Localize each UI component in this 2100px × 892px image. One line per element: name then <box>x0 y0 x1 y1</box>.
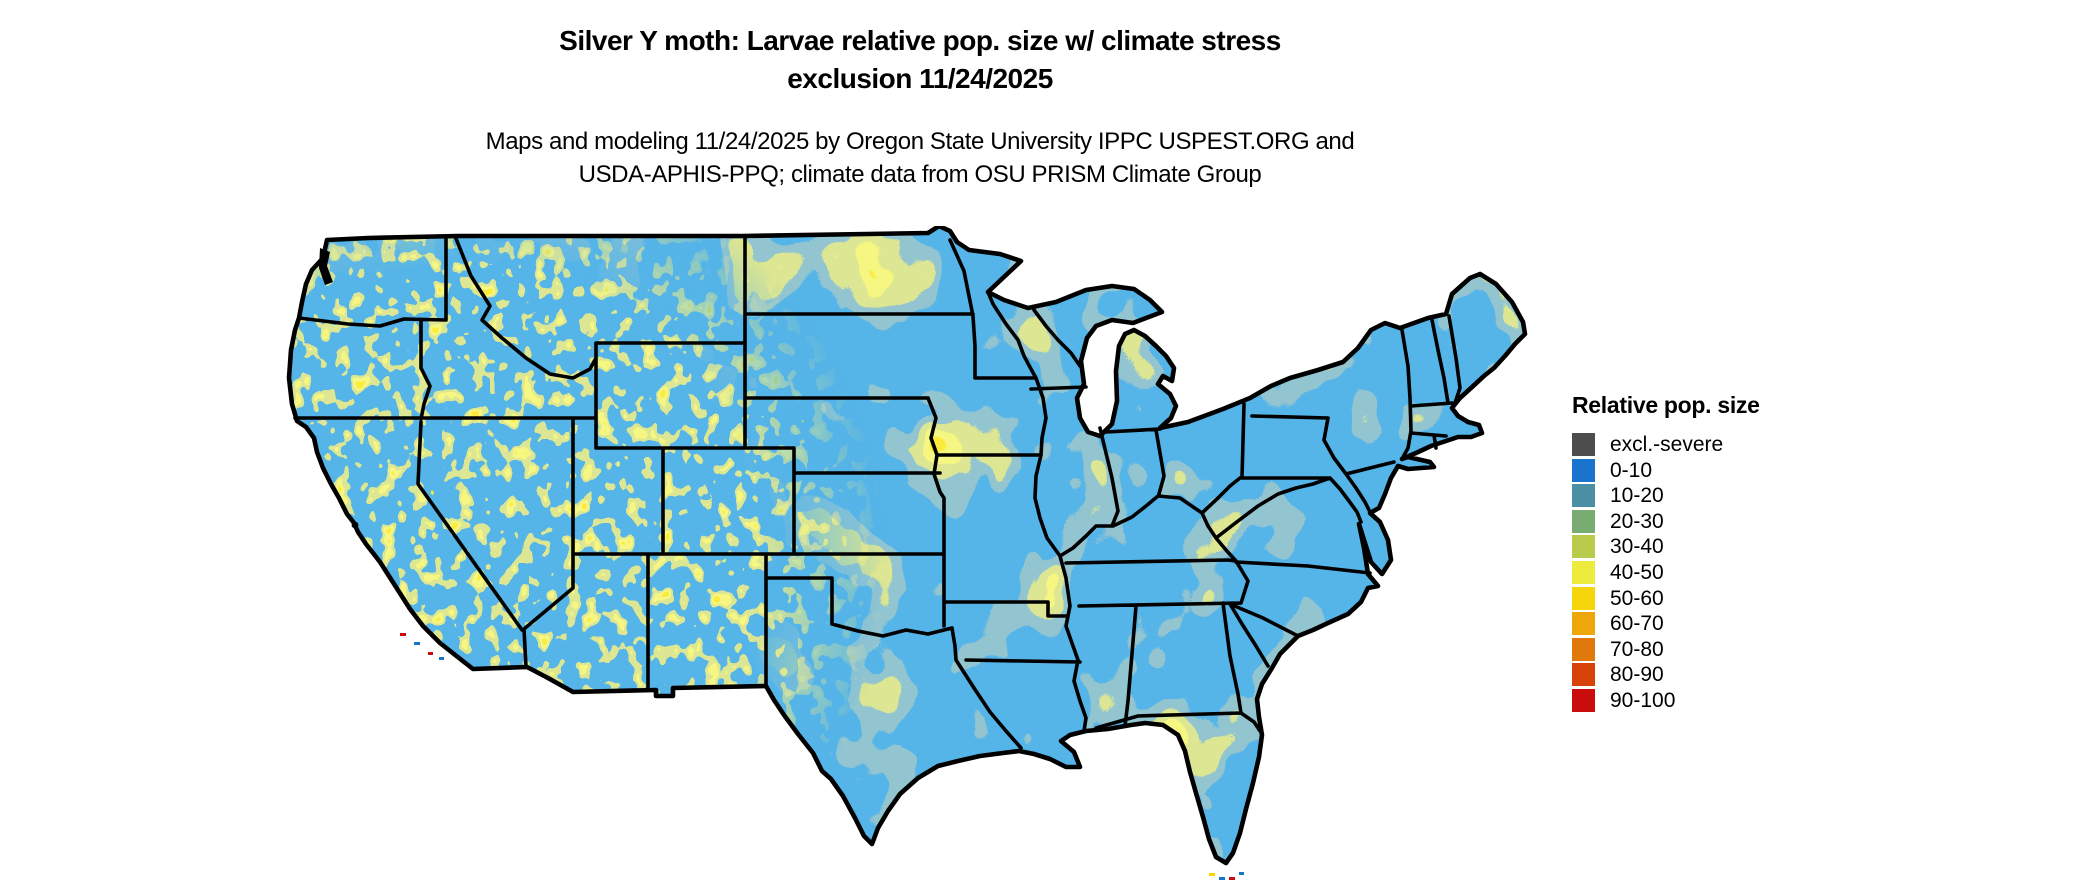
subtitle: Maps and modeling 11/24/2025 by Oregon S… <box>230 125 1610 191</box>
legend-item-label: 90-100 <box>1610 688 1676 712</box>
legend-swatch-40-50 <box>1572 560 1595 584</box>
legend-item: excl.-severe <box>1572 433 1832 456</box>
legend-item: 90-100 <box>1572 688 1832 712</box>
legend-item-label: 10-20 <box>1610 484 1664 508</box>
channel-islands <box>400 633 444 660</box>
legend-item-label: 30-40 <box>1610 535 1664 559</box>
state-borders <box>293 234 1462 750</box>
page-title-line2: exclusion 11/24/2025 <box>787 63 1053 94</box>
us-map <box>228 226 1538 884</box>
legend-swatch-70-80 <box>1572 637 1595 661</box>
legend-swatch-30-40 <box>1572 535 1595 559</box>
legend-item: 0-10 <box>1572 458 1832 482</box>
legend-item-label: 20-30 <box>1610 509 1664 533</box>
legend-item-label: excl.-severe <box>1610 433 1724 456</box>
legend-swatch-0-10 <box>1572 458 1595 482</box>
legend-item-label: 50-60 <box>1610 586 1664 610</box>
subtitle-line1: Maps and modeling 11/24/2025 by Oregon S… <box>485 128 1355 155</box>
legend: Relative pop. size excl.-severe 0-10 10-… <box>1572 392 1832 712</box>
page-title-line1: Silver Y moth: Larvae relative pop. size… <box>559 25 1281 56</box>
sf-bay <box>351 521 359 529</box>
subtitle-line2: USDA-APHIS-PPQ; climate data from OSU PR… <box>578 161 1262 188</box>
legend-item: 80-90 <box>1572 663 1832 687</box>
legend-item-label: 80-90 <box>1610 663 1664 687</box>
legend-swatch-60-70 <box>1572 612 1595 636</box>
legend-item-label: 0-10 <box>1610 458 1653 482</box>
header: Silver Y moth: Larvae relative pop. size… <box>230 22 1610 191</box>
legend-swatch-80-90 <box>1572 663 1595 687</box>
legend-item: 10-20 <box>1572 484 1832 508</box>
legend-items: excl.-severe 0-10 10-20 20-30 30-40 40-5… <box>1572 433 1832 712</box>
legend-item-label: 40-50 <box>1610 560 1664 584</box>
legend-item: 30-40 <box>1572 535 1832 559</box>
legend-item: 40-50 <box>1572 560 1832 584</box>
legend-item: 60-70 <box>1572 612 1832 636</box>
legend-item: 20-30 <box>1572 509 1832 533</box>
us-map-svg <box>228 226 1538 880</box>
legend-item-label: 60-70 <box>1610 612 1664 636</box>
legend-swatch-10-20 <box>1572 484 1595 508</box>
legend-title: Relative pop. size <box>1572 392 1760 418</box>
legend-item: 70-80 <box>1572 637 1832 661</box>
legend-item: 50-60 <box>1572 586 1832 610</box>
legend-item-label: 70-80 <box>1610 637 1664 661</box>
legend-swatch-20-30 <box>1572 509 1595 533</box>
legend-swatch-90-100 <box>1572 688 1595 712</box>
legend-swatch-50-60 <box>1572 586 1595 610</box>
puget-sound <box>319 248 333 285</box>
florida-keys <box>1209 872 1244 880</box>
legend-swatch-excl-severe <box>1572 433 1595 456</box>
